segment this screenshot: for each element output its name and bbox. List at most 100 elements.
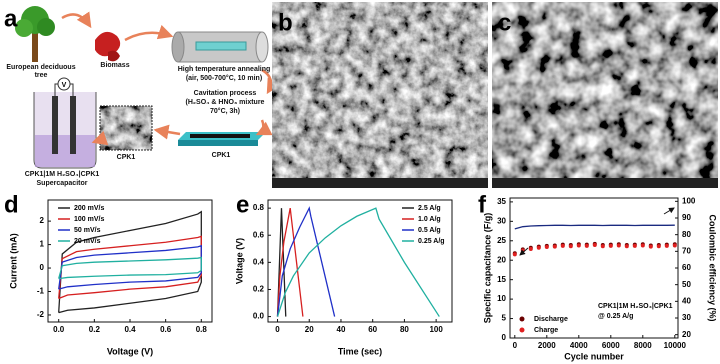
data-line	[58, 210, 202, 314]
cavitation-detail: 70°C, 3h)	[209, 108, 241, 115]
x-tick-label: 0.8	[196, 325, 208, 334]
data-point	[664, 243, 669, 248]
cavitation-detail: (H₂SO₄ & HNO₃ mixture	[185, 99, 265, 106]
panel-label: e	[236, 191, 249, 218]
y-tick-label: 0.6	[253, 230, 265, 239]
y-tick-label: 0.2	[253, 285, 265, 294]
data-point	[648, 244, 653, 249]
data-point	[560, 243, 565, 248]
annotation: @ 0.25 A/g	[598, 313, 633, 320]
device-label: CPK1|1M H₂SO₄|CPK1	[24, 171, 100, 178]
legend-label: Charge	[534, 327, 558, 334]
y2-tick-label: 30	[682, 313, 691, 322]
x-tick-label: 0.2	[89, 325, 101, 334]
legend-label: Discharge	[534, 316, 568, 323]
data-point	[584, 243, 589, 248]
y-tick-label: 10	[497, 294, 506, 303]
cavitation-title: Cavitation process	[193, 90, 257, 97]
x-tick-label: 0.6	[160, 325, 172, 334]
y2-tick-label: 60	[682, 263, 691, 272]
y-tick-label: 0.8	[253, 203, 265, 212]
x-axis-label: Voltage (V)	[107, 346, 153, 356]
legend-marker	[519, 316, 525, 322]
data-point	[640, 243, 645, 248]
x-axis-label: Cycle number	[564, 351, 624, 361]
tree-label: European deciduous tree	[6, 64, 76, 79]
data-line	[514, 224, 675, 230]
y-tick-label: 35	[497, 197, 506, 206]
y2-tick-label: 20	[682, 330, 691, 339]
data-point	[544, 245, 549, 249]
x-tick-label: 60	[368, 325, 377, 334]
data-point	[656, 244, 661, 249]
data-point	[600, 244, 605, 249]
y2-tick-label: 80	[682, 230, 691, 239]
legend-label: 2.5 A/g	[418, 205, 441, 212]
sem-info-bar	[272, 178, 488, 188]
panel-label: d	[4, 191, 19, 218]
x-tick-label: 100	[429, 325, 443, 334]
y-tick-label: 1	[40, 240, 45, 249]
y2-tick-label: 100	[682, 196, 696, 205]
legend-label: 0.25 A/g	[418, 238, 445, 245]
x-tick-label: 80	[400, 325, 409, 334]
y-tick-label: -1	[37, 287, 45, 296]
sem-info-bar	[492, 178, 718, 188]
y2-tick-label: 70	[682, 246, 691, 255]
sem-image	[272, 2, 488, 188]
plot-frame	[509, 197, 679, 339]
panel-label: c	[498, 9, 511, 36]
y2-tick-label: 90	[682, 213, 691, 222]
data-point	[592, 243, 597, 248]
legend-label: 200 mV/s	[74, 205, 104, 212]
x-tick-label: 4000	[570, 341, 588, 350]
x-tick-label: 0	[275, 325, 280, 334]
annotation: CPK1|1M H₂SO₄|CPK1	[598, 303, 673, 310]
meter-label: V	[62, 82, 67, 89]
y2-tick-label: 50	[682, 280, 691, 289]
y-axis-label: Voltage (V)	[234, 238, 244, 284]
data-point	[536, 245, 541, 250]
x-tick-label: 6000	[602, 341, 620, 350]
y-axis-label: Current (mA)	[8, 233, 18, 289]
x-tick-label: 0.0	[53, 325, 65, 334]
data-point	[608, 243, 613, 248]
y-tick-label: 30	[497, 216, 506, 225]
annealing-detail: (air, 500-700°C, 10 min)	[185, 75, 263, 82]
y-tick-label: 0.0	[253, 312, 265, 321]
biomass-label: Biomass	[100, 62, 130, 69]
legend-label: 20 mV/s	[74, 238, 101, 245]
schematic: V	[15, 6, 281, 169]
x-tick-label: 40	[337, 325, 346, 334]
y-tick-label: 25	[497, 236, 506, 245]
data-point	[576, 243, 581, 248]
legend-label: 50 mV/s	[74, 227, 101, 234]
data-line	[58, 235, 202, 300]
data-point	[568, 244, 573, 249]
y-tick-label: 0	[40, 263, 45, 272]
data-line	[58, 244, 202, 290]
data-line	[276, 208, 287, 317]
x-tick-label: 0.4	[124, 325, 136, 334]
y-tick-label: 20	[497, 255, 506, 264]
x-tick-label: 10000	[664, 341, 687, 350]
data-point	[552, 244, 557, 249]
plot-frame	[267, 199, 453, 323]
product-label: CPK1	[211, 152, 231, 159]
panel-label: b	[278, 9, 293, 36]
data-line	[276, 208, 304, 317]
y2-axis-label: Coulombic efficiency (%)	[708, 214, 718, 321]
y-tick-label: 0.4	[253, 257, 265, 266]
y-tick-label: 0	[502, 333, 507, 342]
arrow	[663, 207, 675, 215]
x-axis-label: Time (sec)	[338, 346, 382, 356]
y-tick-label: -2	[37, 310, 45, 319]
arrow	[519, 247, 529, 256]
y2-tick-label: 40	[682, 296, 691, 305]
data-point	[616, 243, 621, 248]
data-line	[276, 207, 440, 317]
legend-label: 100 mV/s	[74, 216, 104, 223]
x-tick-label: 20	[305, 325, 314, 334]
